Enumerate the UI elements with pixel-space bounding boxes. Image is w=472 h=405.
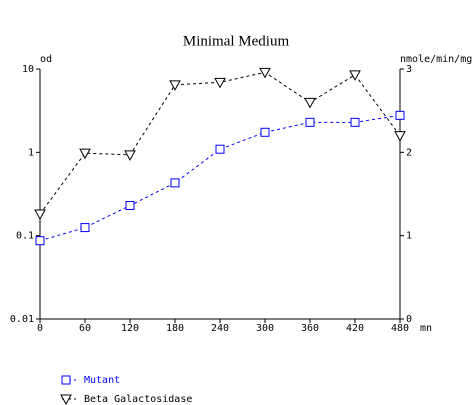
x-tick-label: 360: [301, 323, 319, 334]
y2-axis-label: nmole/min/mg: [400, 54, 472, 65]
data-point: [259, 67, 271, 79]
x-tick-label: 0: [37, 323, 43, 334]
data-point: [35, 236, 45, 246]
x-tick-label: 120: [121, 323, 139, 334]
legend-label: Mutant: [84, 375, 120, 386]
x-tick-label: 300: [256, 323, 274, 334]
data-point: [169, 80, 181, 91]
data-point: [260, 127, 270, 137]
y-tick-label: 0.01: [10, 314, 34, 325]
series-line: [39, 71, 401, 215]
x-tick-label: 240: [211, 323, 229, 334]
data-point: [395, 110, 405, 120]
y2-tick-label: 2: [406, 147, 412, 158]
x-tick-label: 420: [346, 323, 364, 334]
y-tick-label: 0.1: [16, 231, 34, 242]
data-point: [394, 131, 406, 142]
data-point: [215, 144, 225, 154]
data-point: [79, 148, 91, 160]
y2-tick-label: 3: [406, 64, 412, 75]
x-tick-label: 180: [166, 323, 184, 334]
y-axis-label: od: [40, 54, 52, 65]
data-point: [305, 117, 315, 127]
data-point: [170, 178, 180, 188]
legend-label: Beta Galactosidase: [84, 394, 192, 405]
data-point: [80, 223, 90, 233]
legend-marker: [60, 394, 72, 405]
data-point: [349, 70, 361, 81]
y2-tick-label: 0: [406, 314, 412, 325]
legend-marker: [61, 375, 71, 385]
y-tick-label: 10: [22, 64, 34, 75]
data-point: [34, 209, 46, 221]
x-axis-label: mn: [420, 323, 432, 334]
y2-tick-label: 1: [406, 231, 412, 242]
data-point: [124, 150, 136, 161]
data-point: [304, 97, 316, 109]
y-tick-label: 1: [28, 147, 34, 158]
chart-title: Minimal Medium: [183, 33, 290, 49]
x-tick-label: 480: [391, 323, 409, 334]
data-point: [350, 117, 360, 127]
data-point: [214, 77, 226, 89]
x-tick-label: 60: [79, 323, 91, 334]
series-line: [39, 114, 401, 242]
data-point: [125, 201, 135, 211]
